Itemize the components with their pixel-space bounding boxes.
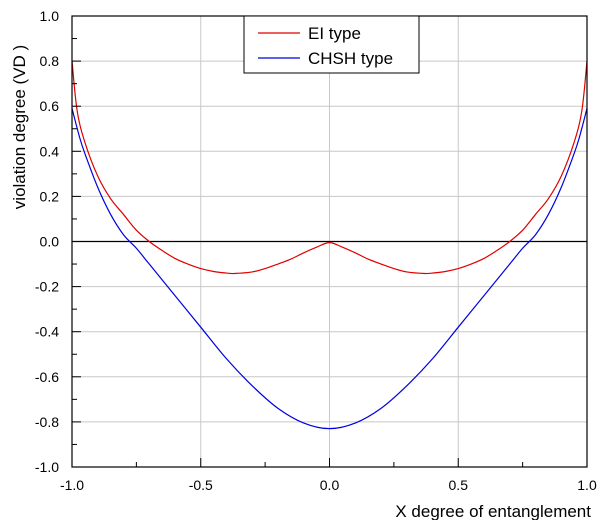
y-tick-label: -0.8 xyxy=(35,414,59,430)
x-axis-label: X degree of entanglement xyxy=(395,502,591,520)
axis-ticks xyxy=(71,15,588,468)
x-tick-labels: -1.0 -0.5 0.0 0.5 1.0 xyxy=(60,477,597,493)
series-line-1 xyxy=(71,108,588,430)
y-tick-label: 0.0 xyxy=(40,234,60,250)
y-tick-label: -0.2 xyxy=(35,279,59,295)
legend-label: EI type xyxy=(308,24,361,43)
y-tick-label: 0.2 xyxy=(40,188,60,204)
y-tick-label: 0.6 xyxy=(40,98,60,114)
x-tick-label: 0.0 xyxy=(320,477,340,493)
y-axis-label: violation degree (VD ) xyxy=(10,45,29,209)
y-tick-label: 0.4 xyxy=(40,143,60,159)
legend-box xyxy=(243,15,420,74)
y-tick-labels: -1.0 -0.8 -0.6 -0.4 -0.2 0.0 0.2 0.4 0.6 0.8 1.0 xyxy=(35,8,59,475)
legend: EI type CHSH type xyxy=(243,15,420,74)
legend-label: CHSH type xyxy=(308,49,393,68)
y-tick-label: -0.4 xyxy=(35,324,59,340)
y-tick-label: -1.0 xyxy=(35,459,59,475)
x-tick-label: 1.0 xyxy=(577,477,597,493)
y-tick-label: -0.6 xyxy=(35,369,59,385)
series-lines xyxy=(71,61,588,430)
x-tick-label: 0.5 xyxy=(449,477,469,493)
y-tick-label: 0.8 xyxy=(40,53,60,69)
grid xyxy=(72,16,587,467)
x-tick-label: -1.0 xyxy=(60,477,84,493)
y-tick-label: 1.0 xyxy=(40,8,60,24)
x-tick-label: -0.5 xyxy=(189,477,213,493)
series-line-0 xyxy=(71,61,588,275)
